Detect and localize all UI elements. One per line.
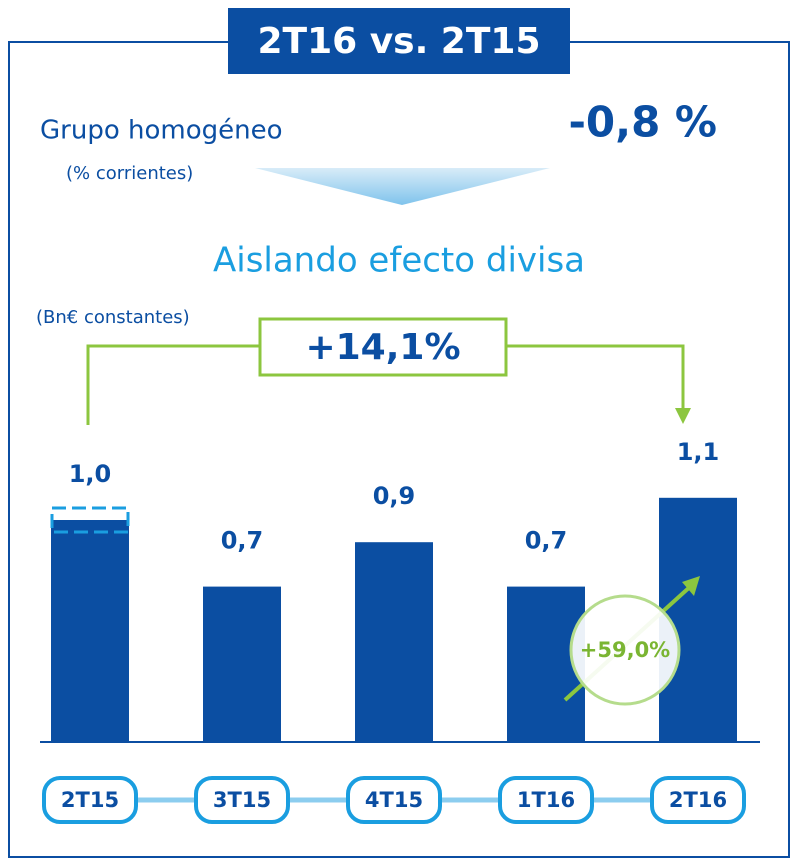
category-pill: [498, 776, 594, 824]
group-change: -0,8 %: [568, 98, 717, 147]
category-label: 3T15: [213, 788, 271, 812]
category-pill: [346, 776, 442, 824]
value-label: 0,7: [221, 527, 264, 555]
growth-arrowhead: [682, 576, 700, 596]
down-arrow: [255, 168, 550, 205]
bar: [355, 542, 433, 742]
category-label: 2T15: [61, 788, 119, 812]
category-label: 1T16: [517, 788, 575, 812]
period-change: +14,1%: [305, 327, 460, 368]
category-label: 2T16: [669, 788, 727, 812]
bracket-arrowhead: [675, 408, 691, 424]
group-label: Grupo homogéneo: [40, 116, 283, 146]
category-label: 4T15: [365, 788, 423, 812]
bar-outline: [50, 506, 130, 534]
header-title: 2T16 vs. 2T15: [257, 21, 540, 62]
bar: [203, 586, 281, 742]
value-label: 0,7: [525, 527, 568, 555]
value-label: 1,1: [677, 438, 720, 466]
category-pill: [650, 776, 746, 824]
category-pill: [42, 776, 138, 824]
overlay: +59,0%: [563, 576, 700, 706]
value-label: 0,9: [373, 482, 416, 510]
quarter-change: +59,0%: [580, 638, 670, 662]
bracket-right: [506, 344, 685, 410]
period-change-box: [258, 317, 508, 377]
value-label: 1,0: [69, 460, 112, 488]
header-box: [228, 8, 570, 74]
bar: [51, 520, 129, 742]
subtitle: Aislando efecto divisa: [213, 241, 585, 281]
unit-label: (Bn€ constantes): [36, 307, 190, 328]
category-pill: [194, 776, 290, 824]
quarter-change-circle: [569, 594, 681, 706]
group-unit: (% corrientes): [66, 163, 193, 184]
bracket-left: [86, 344, 260, 425]
bars: 1,0 2T15 0,7 3T15 0,9 4T15 0,7 1T16 1,1 2T16: [42, 438, 746, 824]
bar: [659, 497, 737, 742]
